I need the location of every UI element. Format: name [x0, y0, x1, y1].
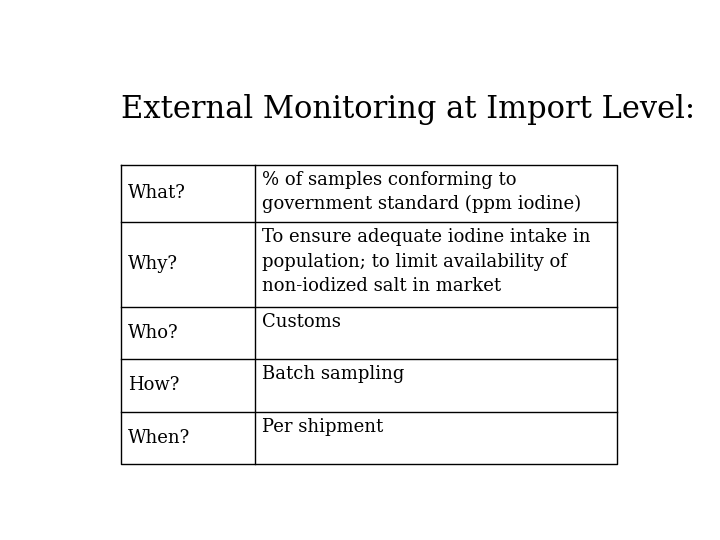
Text: Batch sampling: Batch sampling: [262, 366, 404, 383]
Text: When?: When?: [128, 429, 190, 447]
Text: To ensure adequate iodine intake in
population; to limit availability of
non-iod: To ensure adequate iodine intake in popu…: [262, 228, 590, 295]
Text: What?: What?: [128, 184, 186, 202]
Text: Customs: Customs: [262, 313, 341, 331]
Text: Why?: Why?: [128, 255, 178, 273]
Text: Per shipment: Per shipment: [262, 418, 383, 436]
Text: How?: How?: [128, 376, 179, 394]
Text: Who?: Who?: [128, 324, 179, 342]
Text: External Monitoring at Import Level:: External Monitoring at Import Level:: [121, 94, 695, 125]
Text: % of samples conforming to
government standard (ppm iodine): % of samples conforming to government st…: [262, 171, 581, 213]
